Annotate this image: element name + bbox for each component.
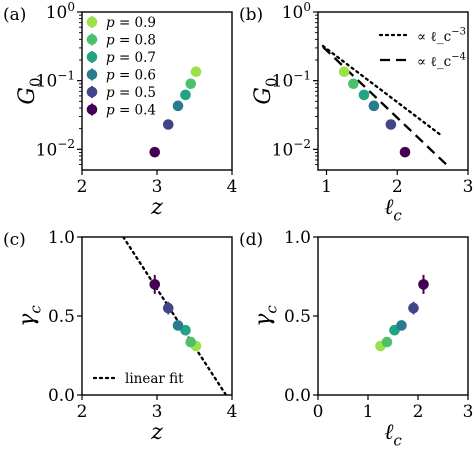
legend-marker (86, 69, 98, 80)
x-tick-label: 3 (152, 402, 163, 422)
panel-label: (c) (3, 230, 26, 250)
x-tick-label: 4 (227, 177, 238, 197)
data-point (149, 146, 161, 158)
x-tick-label: 3 (463, 177, 474, 197)
x-tick-label: 1 (321, 177, 332, 197)
panel-label: (b) (239, 5, 263, 25)
x-tick-label: 2 (77, 177, 88, 197)
data-point (172, 100, 184, 112)
x-axis-label: ℓc (384, 420, 402, 450)
panel-c: (c) 2 3 4 0.0 0.5 1.0 z γc linear fit (3, 228, 237, 445)
x-tick-label: 2 (392, 177, 403, 197)
y-tick-label: 0.0 (48, 386, 75, 406)
x-tick-label: 1 (363, 402, 374, 422)
y-tick-label: 10−1 (36, 69, 75, 92)
y-tick-label: 0.5 (284, 307, 311, 327)
y-tick-label: 100 (282, 0, 311, 23)
reference-line (122, 237, 228, 395)
x-axis-label: ℓc (384, 195, 402, 225)
reference-line (321, 44, 441, 136)
y-tick-label: 10−1 (272, 69, 311, 92)
data-point (399, 146, 411, 158)
legend: p = 0.9 p = 0.8p = 0.7 p = 0.6p = 0.5 p = 0… (86, 15, 156, 119)
x-tick-label: 3 (152, 177, 163, 197)
y-axis-label: γc (15, 305, 45, 327)
data-point (338, 66, 350, 78)
y-tick-label: 10−2 (36, 137, 75, 160)
y-tick-label: 0.0 (284, 386, 311, 406)
y-tick-label: 1.0 (284, 228, 311, 248)
legend-marker (86, 34, 98, 45)
panel-label: (a) (3, 5, 26, 25)
legend-marker (86, 104, 98, 115)
data-point (418, 279, 429, 290)
data-point (149, 279, 161, 290)
data-point (185, 336, 197, 348)
y-tick-label: 10−2 (272, 137, 311, 160)
x-axis-label: z (150, 420, 163, 445)
axes-frame (317, 11, 469, 171)
x-tick-label: 4 (227, 402, 238, 422)
y-tick-label: 1.0 (48, 228, 75, 248)
data-point (358, 89, 370, 101)
y-axis-label: γc (251, 305, 281, 327)
axes-frame (317, 236, 469, 396)
data-point (385, 119, 397, 130)
data-point (162, 302, 174, 314)
legend-marker (86, 16, 98, 28)
legend-entry: p = 0.8 (106, 33, 156, 49)
legend: linear fit (92, 371, 184, 387)
legend-entry: ∝ ℓ_c−3 (417, 27, 466, 45)
legend-entry: p = 0.7 (106, 50, 156, 66)
x-tick-label: 2 (413, 402, 424, 422)
legend-entry: p = 0.9 (106, 15, 156, 31)
legend-entry: linear fit (125, 371, 184, 387)
data-point (172, 320, 184, 331)
y-axis-label: G0 (15, 77, 45, 104)
legend-marker (86, 86, 98, 98)
data-point (180, 89, 191, 101)
x-tick-label: 2 (77, 402, 88, 422)
data-point (185, 78, 197, 90)
x-tick-label: 3 (463, 402, 474, 422)
legend-marker (86, 51, 98, 63)
data-point (396, 320, 407, 331)
data-point (348, 78, 359, 90)
data-point (190, 66, 202, 78)
data-point (368, 100, 380, 112)
legend: ∝ ℓ_c−3 ∝ ℓ_c−4 (378, 27, 466, 70)
legend-entry: p = 0.5 (106, 85, 156, 101)
data-point (408, 302, 419, 314)
x-axis-label: z (150, 195, 163, 220)
axes-frame (81, 236, 233, 396)
legend-entry: p = 0.6 (106, 68, 156, 84)
y-axis-label: G0 (251, 77, 281, 104)
y-tick-label: 100 (46, 0, 75, 23)
axes-frame (81, 11, 233, 171)
panel-d: (d) 0 1 2 3 0.0 0.5 1.0 ℓc γc (239, 228, 473, 450)
legend-entry: p = 0.4 (106, 103, 156, 119)
x-tick-label: 0 (313, 402, 324, 422)
data-point (162, 119, 174, 130)
panel-label: (d) (239, 230, 263, 250)
legend-entry: ∝ ℓ_c−4 (417, 52, 466, 70)
y-tick-label: 0.5 (48, 307, 75, 327)
panel-b: (b) 1 2 3 10−2 10−1 100 ℓc G0 ∝ ℓ_c−3 ∝ ℓ_c−4 (239, 0, 473, 225)
reference-line (322, 46, 452, 170)
data-point (381, 336, 393, 348)
